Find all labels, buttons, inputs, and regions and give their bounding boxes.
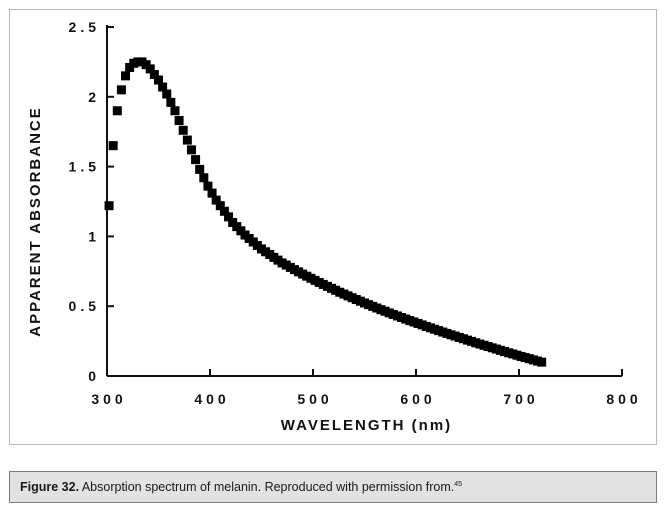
y-tick-label: 0 [88,368,100,384]
y-tick-label: 2 [88,89,100,105]
data-point [182,135,192,145]
data-point [203,181,213,191]
data-point [207,188,217,198]
data-point [224,212,234,222]
data-point [145,64,155,74]
data-point [186,145,196,155]
data-point [170,106,180,116]
data-point [178,125,188,135]
data-point [174,116,184,126]
data-point [108,141,118,151]
data-point [104,201,114,211]
data-point [158,82,168,92]
x-tick-label: 800 [606,391,641,407]
x-axis-title: WAVELENGTH (nm) [281,417,452,434]
x-tick-label: 600 [400,391,435,407]
figure-caption: Figure 32. Absorption spectrum of melani… [9,471,657,503]
data-point [149,69,159,79]
data-point [211,195,221,205]
data-point [219,206,229,216]
data-point [162,89,172,99]
data-point [191,155,201,165]
figure-frame: 0 0.5 1 1.5 2 2.5 300 400 500 600 700 800 WAVELENGTH… [9,9,657,445]
data-point [537,357,547,367]
y-tick-label: 1.5 [69,159,100,175]
data-point [215,201,225,211]
y-tick-label: 1 [88,228,100,244]
x-tick-label: 300 [91,391,126,407]
caption-label: Figure 32. [20,480,80,494]
x-tick-label: 700 [503,391,538,407]
data-point [195,164,205,174]
data-point [154,75,163,85]
y-tick-label: 0.5 [69,298,100,314]
x-tick-label: 500 [297,391,332,407]
x-tick-label: 400 [194,391,229,407]
caption-reference: 45 [454,481,463,488]
data-point [121,71,131,81]
caption-text: Absorption spectrum of melanin. Reproduc… [81,480,455,494]
data-point [112,106,122,116]
data-point [116,85,126,95]
y-axis-title: APPARENT ABSORBANCE [27,106,44,337]
data-point [199,173,209,183]
data-point [166,97,176,107]
y-tick-label: 2.5 [69,19,100,35]
absorption-chart: 0 0.5 1 1.5 2 2.5 300 400 500 600 700 800 WAVELENGTH… [27,19,641,434]
